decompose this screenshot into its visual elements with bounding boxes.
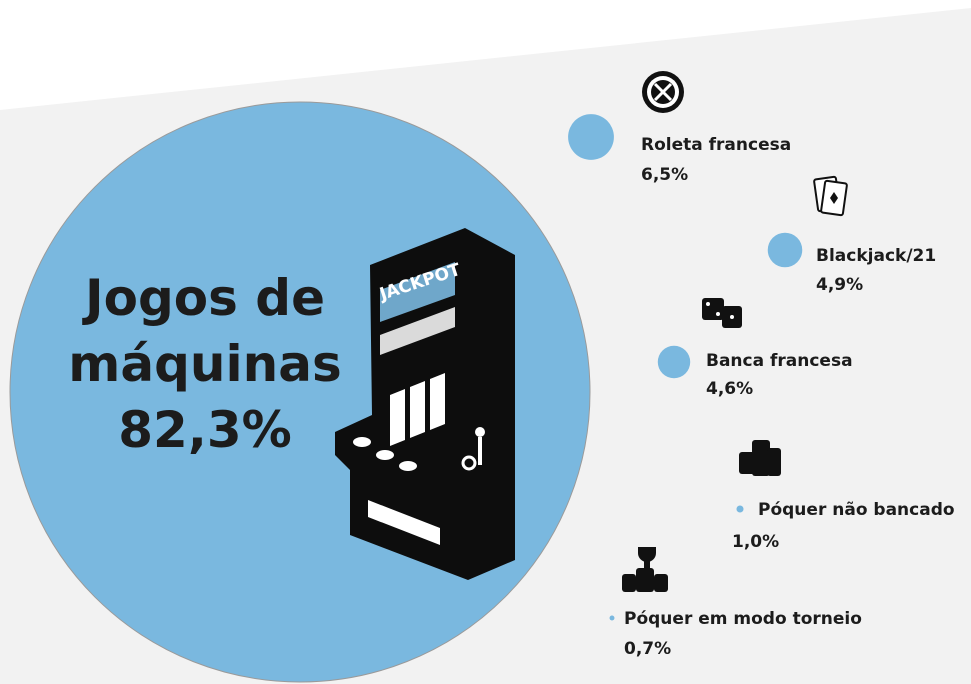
category-label: Póquer não bancado bbox=[758, 500, 955, 520]
value-label: 0,7% bbox=[624, 639, 671, 659]
bubble bbox=[568, 114, 614, 160]
bubble bbox=[609, 615, 615, 621]
category-label: Roleta francesa bbox=[641, 135, 791, 155]
bubble bbox=[657, 345, 691, 379]
category-label: Banca francesa bbox=[706, 351, 853, 371]
value-label: 4,6% bbox=[706, 379, 753, 399]
value-label: 1,0% bbox=[732, 532, 779, 552]
main-value: 82,3% bbox=[118, 401, 292, 459]
category-label: Blackjack/21 bbox=[816, 246, 936, 266]
bubble bbox=[767, 232, 803, 268]
main-category: Jogos de máquinas bbox=[68, 269, 342, 393]
value-label: 6,5% bbox=[641, 165, 688, 185]
icons: JACKPOT bbox=[335, 71, 848, 592]
value-label: 4,9% bbox=[816, 275, 863, 295]
category-label: Póquer em modo torneio bbox=[624, 609, 862, 629]
bubble bbox=[736, 505, 744, 513]
